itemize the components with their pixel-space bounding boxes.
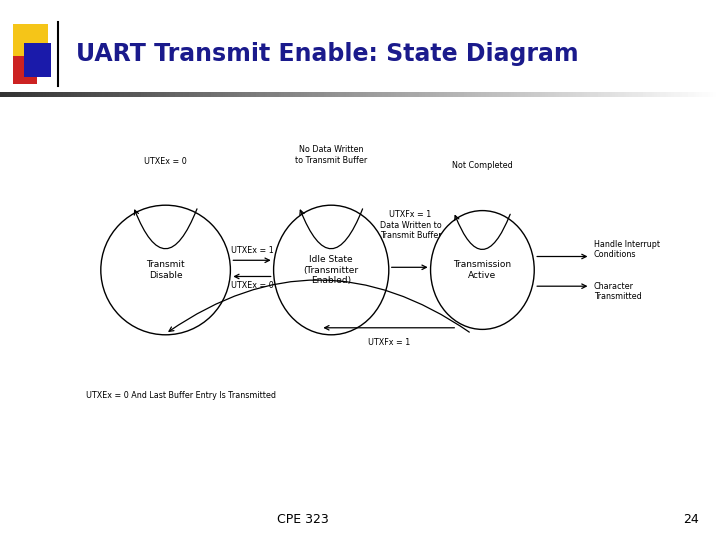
- FancyBboxPatch shape: [24, 43, 51, 77]
- Text: 24: 24: [683, 513, 698, 526]
- Text: Transmit
Disable: Transmit Disable: [146, 260, 185, 280]
- Ellipse shape: [274, 205, 389, 335]
- Text: No Data Written
to Transmit Buffer: No Data Written to Transmit Buffer: [295, 145, 367, 165]
- Text: Handle Interrupt
Conditions: Handle Interrupt Conditions: [594, 240, 660, 259]
- Text: Idle State
(Transmitter
Enabled): Idle State (Transmitter Enabled): [304, 255, 359, 285]
- Ellipse shape: [101, 205, 230, 335]
- FancyBboxPatch shape: [13, 24, 48, 65]
- Text: UTXFx = 1: UTXFx = 1: [368, 338, 410, 347]
- FancyBboxPatch shape: [13, 56, 37, 84]
- Text: UTXEx = 0: UTXEx = 0: [144, 157, 187, 166]
- Text: CPE 323: CPE 323: [276, 513, 328, 526]
- Text: UTXEx = 0 And Last Buffer Entry Is Transmitted: UTXEx = 0 And Last Buffer Entry Is Trans…: [86, 391, 276, 400]
- Text: UTXEx = 0: UTXEx = 0: [230, 281, 274, 290]
- Text: UTXFx = 1
Data Written to
Transmit Buffer: UTXFx = 1 Data Written to Transmit Buffe…: [379, 211, 441, 240]
- Text: UART Transmit Enable: State Diagram: UART Transmit Enable: State Diagram: [76, 42, 578, 66]
- Text: UTXEx = 1: UTXEx = 1: [230, 246, 274, 255]
- Text: Not Completed: Not Completed: [452, 161, 513, 170]
- Text: Character
Transmitted: Character Transmitted: [594, 282, 642, 301]
- Text: Transmission
Active: Transmission Active: [454, 260, 511, 280]
- Ellipse shape: [431, 211, 534, 329]
